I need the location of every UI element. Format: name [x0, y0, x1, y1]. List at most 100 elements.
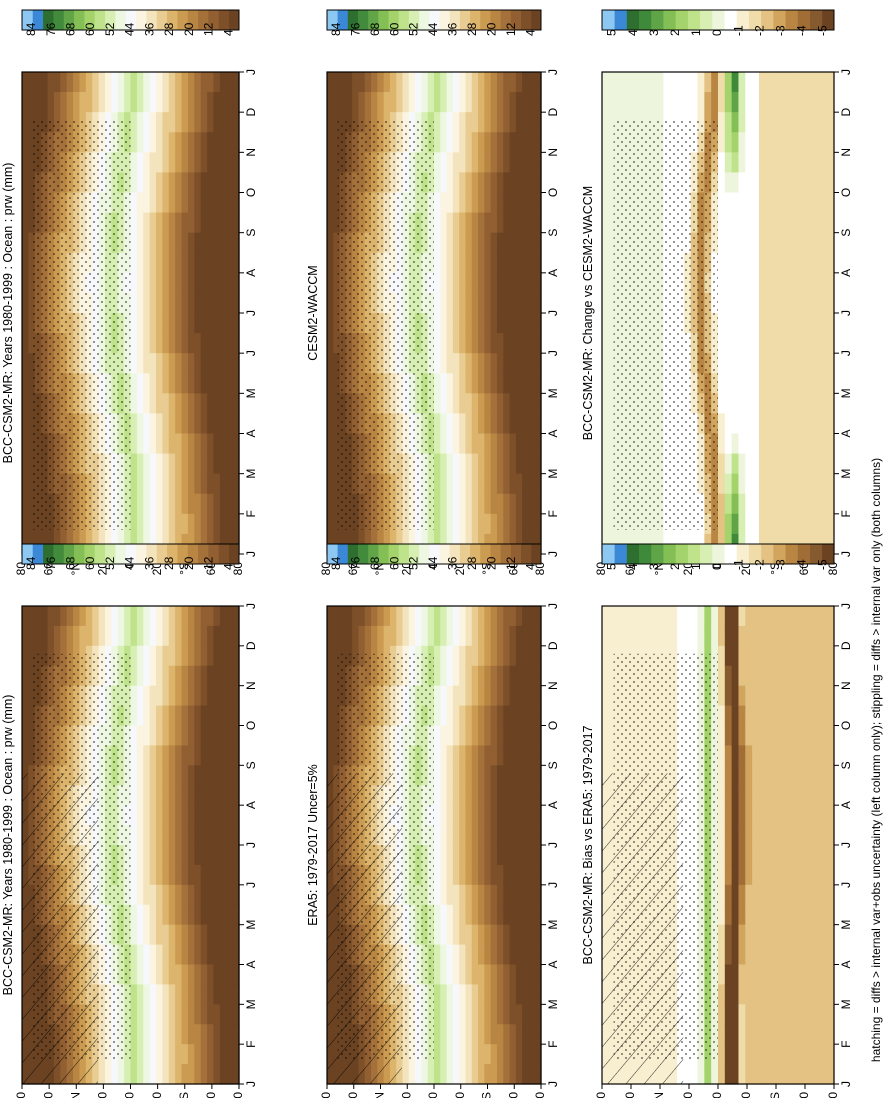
field-cell: [522, 313, 530, 334]
field-cell: [484, 1004, 492, 1025]
field-cell: [181, 212, 189, 234]
field-cell: [752, 884, 760, 906]
field-cell: [22, 665, 29, 687]
field-cell: [731, 924, 740, 946]
field-cell: [806, 292, 815, 314]
field-cell: [509, 1044, 517, 1065]
field-cell: [402, 72, 410, 93]
field-cell: [478, 152, 485, 174]
field-cell: [168, 625, 176, 647]
field-cell: [752, 152, 760, 174]
field-cell: [200, 685, 208, 707]
field-cell: [793, 453, 801, 475]
field-cell: [333, 232, 341, 254]
field-cell: [724, 765, 733, 786]
field-cell: [484, 645, 492, 667]
field-cell: [226, 513, 234, 535]
field-cell: [772, 192, 781, 214]
field-cell: [232, 172, 240, 194]
field-cell: [194, 705, 202, 727]
field-cell: [136, 606, 144, 627]
field-cell: [117, 606, 125, 627]
field-cell: [130, 745, 138, 766]
field-cell: [515, 373, 523, 394]
field-cell: [213, 513, 221, 535]
field-cell: [827, 984, 835, 1005]
field-cell: [799, 112, 808, 133]
field-cell: [232, 493, 240, 515]
field-cell: [143, 72, 151, 93]
field-cell: [168, 1064, 176, 1085]
field-cell: [484, 232, 492, 254]
field-cell: [156, 665, 164, 687]
field-cell: [490, 232, 498, 254]
field-cell: [219, 765, 227, 786]
field-cell: [41, 92, 49, 113]
field-cell: [452, 393, 460, 415]
field-cell: [219, 413, 227, 435]
field-cell: [187, 944, 195, 966]
field-cell: [752, 745, 760, 766]
field-cell: [478, 132, 485, 153]
field-cell: [200, 845, 208, 866]
field-cell: [731, 413, 740, 435]
field-cell: [226, 313, 234, 334]
field-cell: [226, 453, 234, 475]
field-cell: [813, 964, 821, 986]
field-cell: [130, 212, 138, 234]
field-cell: [471, 625, 479, 647]
field-cell: [813, 1064, 821, 1085]
field-cell: [213, 944, 221, 966]
field-cell: [156, 825, 164, 846]
field-cell: [799, 313, 808, 334]
field-cell: [636, 92, 644, 113]
field-cell: [200, 765, 208, 786]
field-cell: [496, 864, 504, 886]
field-cell: [528, 1064, 536, 1085]
field-cell: [496, 805, 504, 826]
colorbar-swatch: [228, 10, 240, 30]
field-cell: [718, 606, 726, 627]
field-cell: [496, 645, 504, 667]
field-cell: [200, 232, 208, 254]
field-cell: [452, 1024, 460, 1045]
field-cell: [402, 625, 410, 647]
field-cell: [187, 132, 195, 153]
field-cell: [226, 493, 234, 515]
field-cell: [765, 725, 774, 747]
field-cell: [670, 72, 678, 93]
field-cell: [136, 825, 144, 846]
field-cell: [187, 152, 195, 174]
field-cell: [440, 924, 448, 946]
field-cell: [213, 112, 221, 133]
field-cell: [534, 272, 542, 294]
field-cell: [731, 845, 740, 866]
field-cell: [446, 453, 454, 475]
field-cell: [656, 625, 665, 647]
field-cell: [452, 292, 460, 314]
field-cell: [471, 924, 479, 946]
field-cell: [496, 333, 504, 354]
field-cell: [213, 473, 221, 495]
field-cell: [149, 373, 157, 394]
field-cell: [799, 924, 808, 946]
field-cell: [786, 252, 794, 274]
field-cell: [522, 272, 530, 294]
field-cell: [181, 152, 189, 174]
field-cell: [327, 152, 334, 174]
field-cell: [213, 924, 221, 946]
field-cell: [333, 152, 341, 174]
field-cell: [181, 745, 189, 766]
field-cell: [827, 665, 835, 687]
field-cell: [820, 353, 828, 374]
field-cell: [28, 705, 36, 727]
field-cell: [738, 765, 746, 786]
field-cell: [745, 152, 753, 174]
field-cell: [503, 393, 511, 415]
field-cell: [440, 745, 448, 766]
field-cell: [104, 1064, 112, 1085]
field-cell: [615, 72, 624, 93]
field-cell: [465, 825, 473, 846]
field-cell: [213, 625, 221, 647]
field-cell: [503, 625, 511, 647]
